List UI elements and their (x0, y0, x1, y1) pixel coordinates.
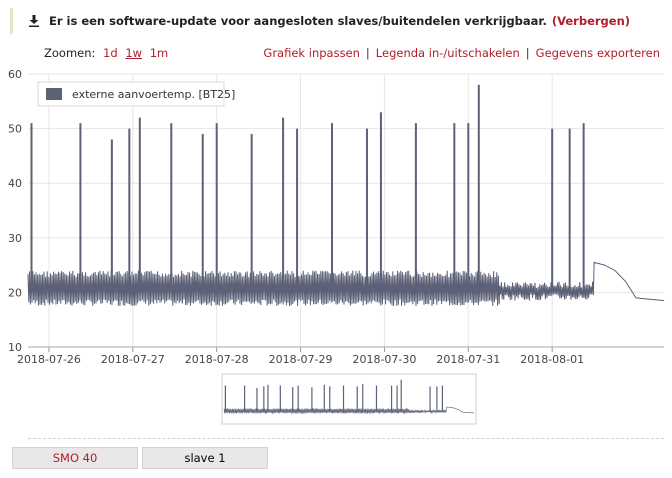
navigator-series (223, 406, 475, 414)
series-line (27, 261, 665, 307)
y-tick-label: 20 (8, 286, 22, 299)
fit-chart-link[interactable]: Grafiek inpassen (263, 46, 360, 60)
divider (28, 438, 664, 439)
separator: | (525, 46, 530, 60)
y-tick-label: 40 (8, 177, 22, 190)
tab-smo40[interactable]: SMO 40 (12, 447, 138, 469)
navigator-frame (221, 373, 477, 425)
zoom-1m-link[interactable]: 1m (149, 46, 169, 60)
x-tick-label: 2018-07-31 (436, 353, 500, 366)
y-tick-label: 30 (8, 232, 22, 245)
zoom-control: Zoomen: 1d 1w 1m (44, 46, 168, 60)
legend-label: externe aanvoertemp. [BT25] (72, 88, 235, 101)
x-tick-label: 2018-07-29 (269, 353, 333, 366)
x-tick-label: 2018-07-26 (17, 353, 81, 366)
update-notice: Er is een software-update voor aangeslot… (10, 8, 662, 34)
x-tick-label: 2018-07-27 (101, 353, 165, 366)
x-tick-label: 2018-07-30 (352, 353, 416, 366)
x-tick-label: 2018-08-01 (520, 353, 584, 366)
zoom-1d-link[interactable]: 1d (103, 46, 118, 60)
unit-tabs: SMO 40 slave 1 (12, 447, 268, 469)
legend-box (37, 81, 225, 107)
tab-slave1[interactable]: slave 1 (142, 447, 268, 469)
zoom-1w-link[interactable]: 1w (125, 46, 143, 60)
separator: | (365, 46, 370, 60)
update-notice-text: Er is een software-update voor aangeslot… (49, 14, 547, 28)
y-tick-label: 10 (8, 341, 22, 354)
y-tick-label: 50 (8, 123, 22, 136)
x-tick-label: 2018-07-28 (185, 353, 249, 366)
temperature-chart[interactable]: 10 20 30 40 50 60 2018-07-26 2018-07-27 2018-07-… (0, 62, 672, 368)
download-icon (29, 15, 39, 27)
chart-actions: Grafiek inpassen | Legenda in-/uitschakele… (263, 46, 660, 60)
toggle-legend-link[interactable]: Legenda in-/uitschakelen (375, 46, 520, 60)
legend-swatch (46, 88, 62, 100)
export-data-link[interactable]: Gegevens exporteren (535, 46, 660, 60)
hide-notice-link[interactable]: (Verbergen) (551, 14, 631, 28)
zoom-label: Zoomen: (44, 46, 96, 60)
y-tick-label: 60 (8, 68, 22, 81)
chart-toolbar: Zoomen: 1d 1w 1m Grafiek inpassen | Legend… (0, 44, 672, 62)
